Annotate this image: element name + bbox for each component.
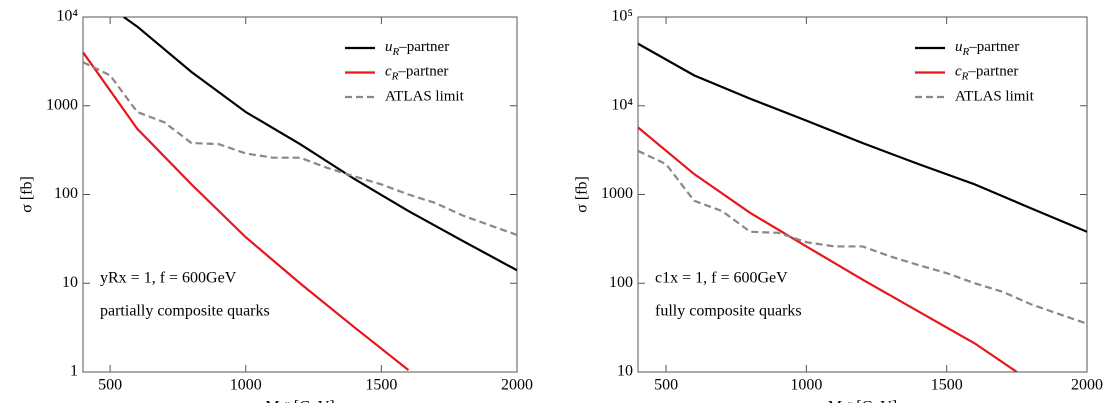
legend-label: ATLAS limit — [385, 88, 465, 104]
y-axis-label: σ [fb] — [574, 176, 591, 213]
legend-label: uR–partner — [955, 39, 1019, 57]
legend-label: cR–partner — [955, 64, 1018, 82]
annotation: c1x = 1, f = 600GeV — [655, 270, 788, 287]
y-tick-label: 10⁵ — [611, 8, 633, 25]
y-tick-label: 1000 — [601, 185, 633, 202]
x-axis-label: M₄ˣ [GeV] — [828, 399, 897, 403]
y-axis-label: σ [fb] — [19, 176, 36, 213]
x-tick-label: 500 — [98, 377, 122, 394]
data-line — [123, 17, 517, 272]
x-tick-label: 2000 — [1071, 377, 1103, 394]
x-tick-label: 2000 — [501, 377, 533, 394]
data-line — [83, 61, 517, 236]
y-tick-label: 10⁴ — [611, 96, 633, 113]
y-tick-label: 10 — [617, 363, 633, 380]
plot-area — [83, 17, 517, 371]
x-tick-label: 1000 — [790, 377, 822, 394]
y-tick-label: 1000 — [46, 96, 78, 113]
legend-label: cR–partner — [385, 64, 448, 82]
annotation: fully composite quarks — [655, 303, 802, 320]
x-axis-label: M₄ˣ [GeV] — [265, 399, 334, 403]
plot-area — [638, 42, 1087, 372]
annotation: yRx = 1, f = 600GeV — [100, 270, 237, 287]
data-line — [83, 51, 410, 371]
x-tick-label: 500 — [654, 377, 678, 394]
y-tick-label: 10 — [62, 274, 78, 291]
x-tick-label: 1500 — [365, 377, 397, 394]
annotation: partially composite quarks — [100, 303, 270, 320]
y-tick-label: 10⁴ — [56, 8, 78, 25]
data-line — [638, 126, 1018, 372]
data-line — [638, 42, 1087, 233]
y-tick-label: 1 — [70, 363, 78, 380]
x-tick-label: 1500 — [931, 377, 963, 394]
y-tick-label: 100 — [54, 185, 78, 202]
legend-label: ATLAS limit — [955, 88, 1035, 104]
legend-label: uR–partner — [385, 39, 449, 57]
x-tick-label: 1000 — [230, 377, 262, 394]
data-line — [638, 149, 1087, 325]
y-tick-label: 100 — [609, 274, 633, 291]
